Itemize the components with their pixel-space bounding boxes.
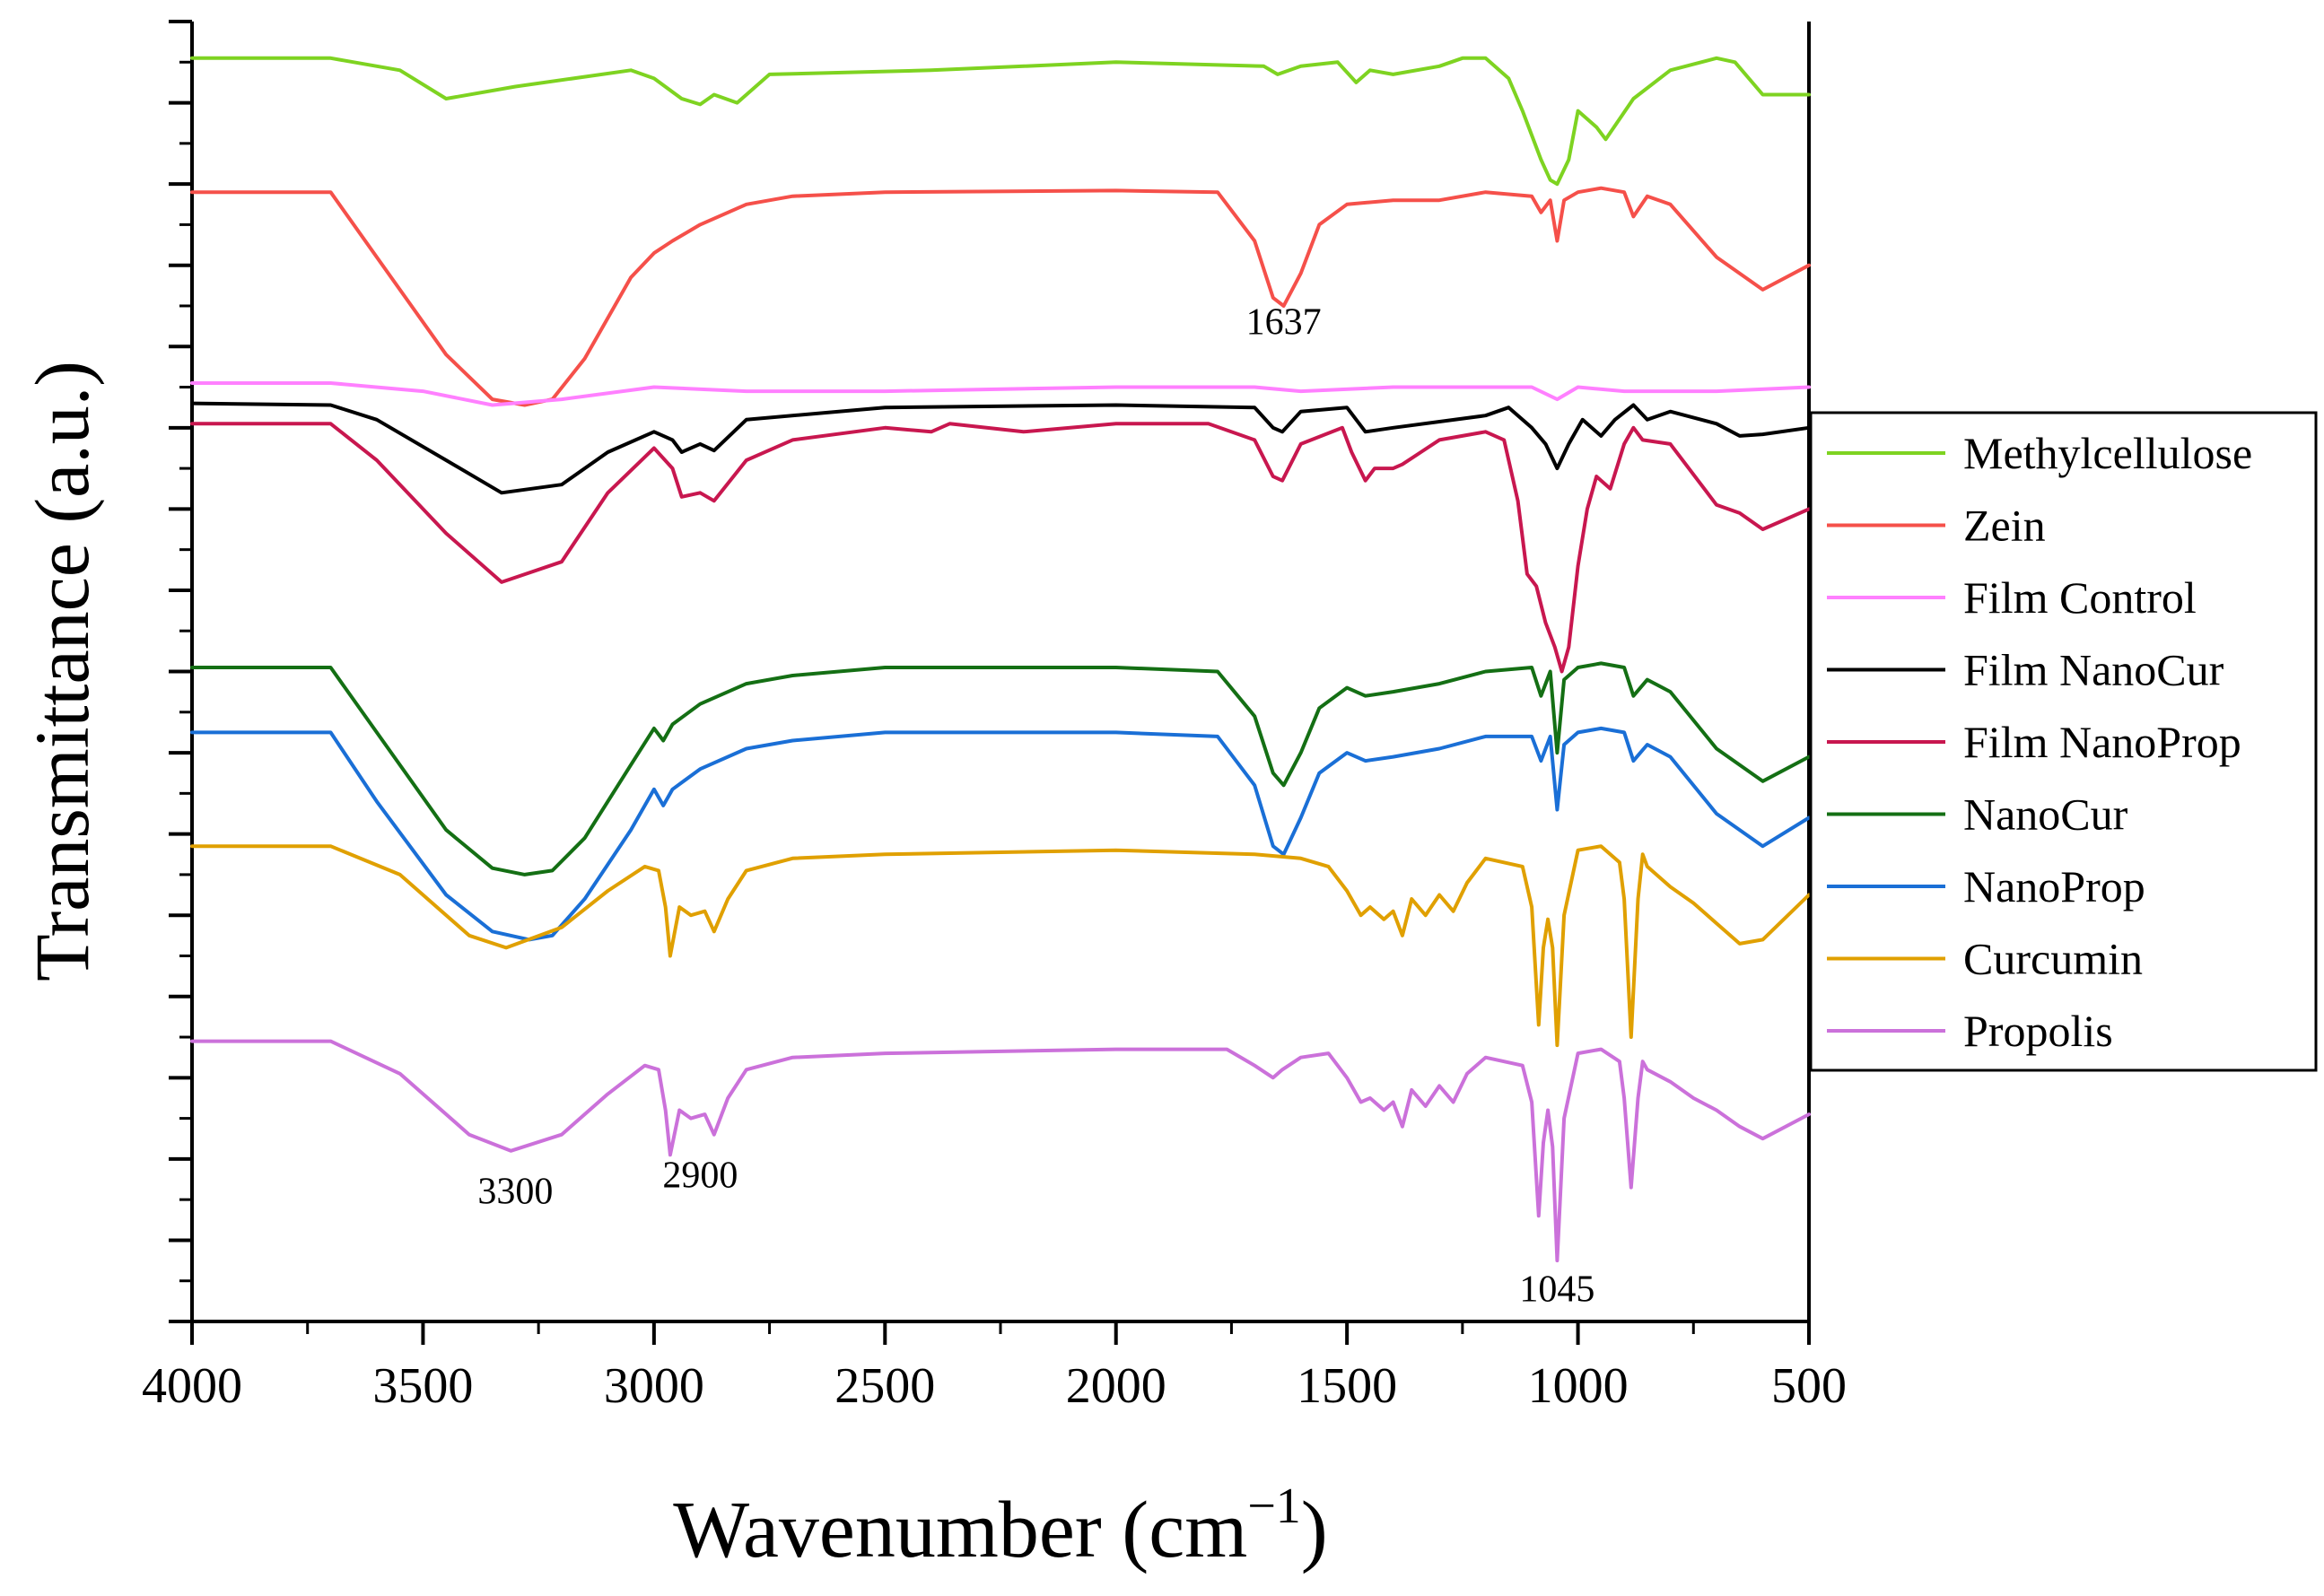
legend-label-film-nanocur: Film NanoCur — [1963, 645, 2224, 695]
x-tick-label-2500: 2500 — [834, 1358, 935, 1414]
x-tick-label-1500: 1500 — [1297, 1358, 1397, 1414]
annotations: 1637 3300 2900 1045 — [477, 302, 1594, 1311]
legend-label-curcumin: Curcumin — [1963, 934, 2143, 984]
x-tick-label-3500: 3500 — [372, 1358, 473, 1414]
x-tick-label-3000: 3000 — [604, 1358, 704, 1414]
legend-label-zein: Zein — [1963, 501, 2046, 551]
series-line-nanoprop — [190, 726, 1811, 942]
series-layer — [190, 56, 1811, 1263]
annotation-1045: 1045 — [1519, 1269, 1594, 1310]
y-axis-ticks — [169, 20, 192, 1323]
legend-label-nanocur: NanoCur — [1963, 789, 2128, 840]
annotation-1637: 1637 — [1246, 302, 1322, 344]
legend-label-film-nanoprop: Film NanoProp — [1963, 717, 2241, 767]
series-line-curcumin — [190, 844, 1811, 1048]
x-axis-ticks: 4000 3500 3000 2500 2000 1500 1000 500 — [142, 1321, 1847, 1414]
x-axis-title-main: Wavenumber (cm — [673, 1486, 1247, 1574]
x-tick-label-500: 500 — [1771, 1358, 1847, 1414]
legend-label-methylcellulose: Methylcellulose — [1963, 428, 2252, 478]
x-tick-label-1000: 1000 — [1528, 1358, 1629, 1414]
x-tick-label-2000: 2000 — [1066, 1358, 1166, 1414]
legend-label-nanoprop: NanoProp — [1963, 861, 2145, 911]
annotation-2900: 2900 — [662, 1156, 738, 1197]
series-line-nanocur — [190, 661, 1811, 876]
series-line-zein — [190, 186, 1811, 407]
x-axis-title-close: ) — [1301, 1486, 1328, 1574]
annotation-3300: 3300 — [477, 1172, 553, 1213]
plot-area — [190, 22, 1811, 1323]
x-axis-title-sup: −1 — [1247, 1478, 1301, 1534]
series-line-film-control — [190, 381, 1811, 407]
x-tick-label-4000: 4000 — [142, 1358, 242, 1414]
y-axis-title: Transmittance (a.u.) — [19, 361, 105, 981]
series-line-propolis — [190, 1039, 1811, 1263]
legend: Methylcellulose Zein Film Control Film Nano… — [1809, 411, 2318, 1072]
legend-label-propolis: Propolis — [1963, 1006, 2113, 1056]
series-line-film-nanocur — [190, 401, 1811, 495]
series-line-methylcellulose — [190, 56, 1811, 187]
series-line-film-nanoprop — [190, 422, 1811, 674]
legend-label-film-control: Film Control — [1963, 572, 2197, 623]
x-axis-title: Wavenumber (cm−1) — [673, 1478, 1328, 1574]
